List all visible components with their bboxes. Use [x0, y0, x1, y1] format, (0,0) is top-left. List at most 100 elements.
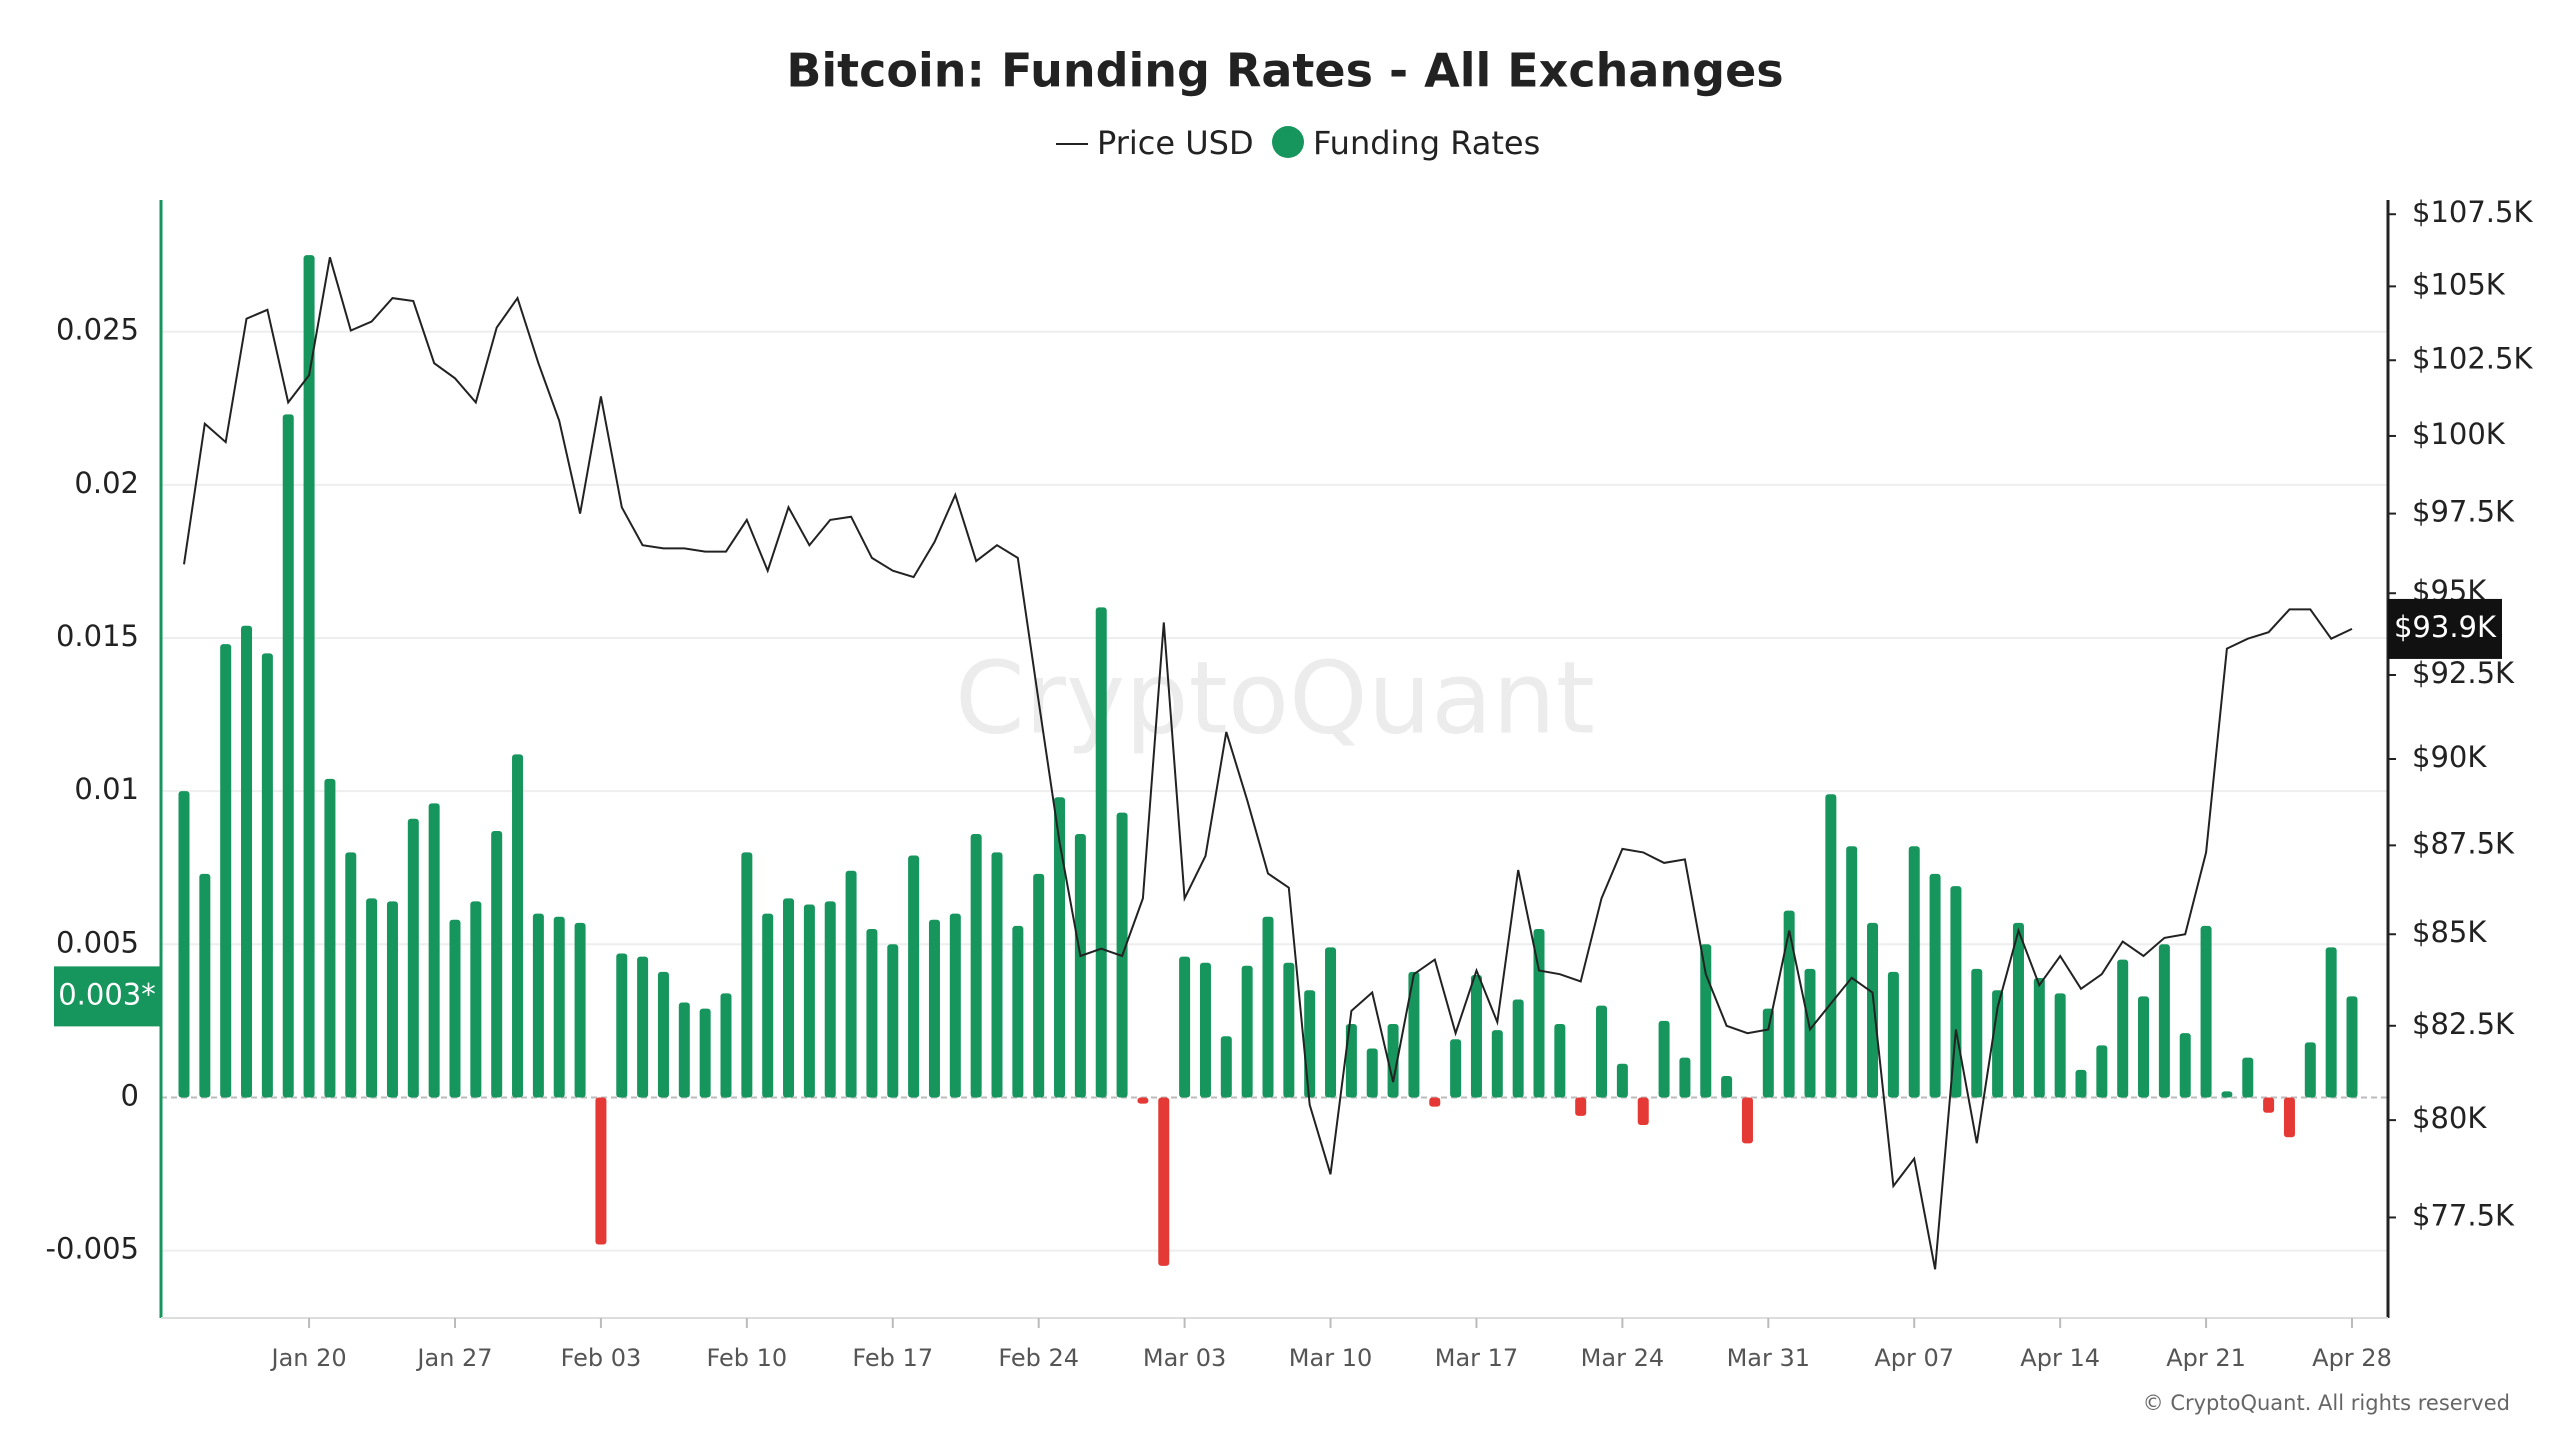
x-tick-label: Feb 10: [707, 1344, 788, 1372]
bar: [407, 818, 419, 1098]
bar: [2012, 922, 2024, 1098]
bar: [762, 913, 774, 1098]
footer: © CryptoQuant. All rights reserved: [2143, 1391, 2510, 1415]
bar: [470, 901, 482, 1098]
bar: [2096, 1045, 2108, 1098]
y2-tick-label: $82.5K: [2412, 1007, 2515, 1041]
bar: [241, 625, 253, 1098]
bar: [1679, 1057, 1691, 1098]
bar: [1033, 873, 1045, 1098]
x-tick-label: Feb 24: [998, 1344, 1079, 1372]
bar: [2033, 978, 2045, 1098]
bar: [1283, 962, 1295, 1098]
y2-tick-label: $92.5K: [2412, 656, 2515, 690]
bar: [1220, 1036, 1232, 1098]
bar: [1366, 1048, 1378, 1098]
bar: [199, 873, 211, 1098]
watermark: CryptoQuant: [955, 639, 1595, 756]
bar: [2346, 996, 2358, 1098]
x-tick-label: Feb 03: [561, 1344, 642, 1372]
bar: [1199, 962, 1211, 1098]
x-tick-label: Mar 03: [1143, 1344, 1226, 1372]
y2-tick-label: $107.5K: [2412, 195, 2533, 229]
bar: [553, 916, 565, 1098]
bar: [1908, 846, 1920, 1098]
x-tick-label: Jan 27: [415, 1344, 492, 1372]
bar: [1867, 922, 1879, 1098]
chart-title: Bitcoin: Funding Rates - All Exchanges: [786, 44, 1783, 98]
bar: [2179, 1033, 2191, 1098]
bar: [720, 993, 732, 1098]
bar: [2117, 959, 2129, 1098]
y2-tick-label: $87.5K: [2412, 826, 2515, 860]
y-tick-label: 0.005: [56, 925, 139, 959]
bar: [574, 922, 586, 1098]
y2-tick-label: $100K: [2412, 417, 2506, 451]
y2-tick-label: $97.5K: [2412, 495, 2515, 529]
x-tick-label: Feb 17: [852, 1344, 933, 1372]
bar: [1554, 1023, 1566, 1098]
bar: [2158, 944, 2170, 1098]
current-price-label: $93.9K: [2394, 610, 2497, 644]
bar: [449, 919, 461, 1098]
bar: [1721, 1076, 1733, 1098]
bar: [908, 855, 920, 1098]
bar: [261, 653, 273, 1098]
bar: [2304, 1042, 2316, 1098]
bar: [1741, 1097, 1753, 1144]
x-tick-label: Mar 31: [1727, 1344, 1810, 1372]
bar: [1700, 944, 1712, 1098]
bar: [1616, 1063, 1628, 1098]
bar: [532, 913, 544, 1098]
x-tick-label: Mar 17: [1435, 1344, 1518, 1372]
bar: [282, 414, 294, 1098]
x-tick-label: Apr 07: [1874, 1344, 1954, 1372]
bar: [616, 953, 628, 1098]
bar: [657, 971, 669, 1098]
bar: [512, 754, 524, 1098]
x-tick-label: Apr 28: [2312, 1344, 2392, 1372]
bar: [1262, 916, 1274, 1098]
y2-tick-label: $80K: [2412, 1101, 2487, 1135]
bar: [1429, 1097, 1441, 1107]
bar: [970, 834, 982, 1098]
bar: [1887, 971, 1899, 1098]
bar: [1304, 990, 1316, 1098]
bar: [845, 870, 857, 1098]
bar: [991, 852, 1003, 1098]
bar: [1491, 1030, 1503, 1098]
bar: [1241, 965, 1253, 1098]
bar: [1804, 968, 1816, 1098]
price-line: [183, 257, 2353, 1270]
bar: [1158, 1097, 1170, 1266]
bar: [1929, 873, 1941, 1098]
bar: [345, 852, 357, 1098]
bar: [2200, 925, 2212, 1098]
x-tick-label: Apr 14: [2020, 1344, 2100, 1372]
bar: [1575, 1097, 1587, 1116]
x-tick-label: Jan 20: [269, 1344, 346, 1372]
y-tick-label: 0.02: [74, 466, 139, 500]
bar: [824, 901, 836, 1098]
bar: [303, 255, 315, 1098]
bar: [2283, 1097, 2295, 1138]
bar: [220, 644, 232, 1098]
y2-tick-label: $77.5K: [2412, 1198, 2515, 1232]
bar: [1762, 1008, 1774, 1098]
bar: [428, 803, 440, 1098]
bar: [1095, 607, 1107, 1098]
y-tick-label: 0.01: [74, 772, 139, 806]
y2-tick-label: $85K: [2412, 915, 2487, 949]
bar: [1012, 925, 1024, 1098]
bar: [178, 791, 190, 1098]
bar: [637, 956, 649, 1098]
bar: [2075, 1069, 2087, 1098]
legend-label: Price USD: [1097, 124, 1254, 162]
bar: [491, 830, 503, 1098]
y2-tick-label: $90K: [2412, 740, 2487, 774]
bar: [595, 1097, 607, 1245]
bar: [386, 901, 398, 1098]
bar: [928, 919, 940, 1098]
bar: [783, 898, 795, 1098]
